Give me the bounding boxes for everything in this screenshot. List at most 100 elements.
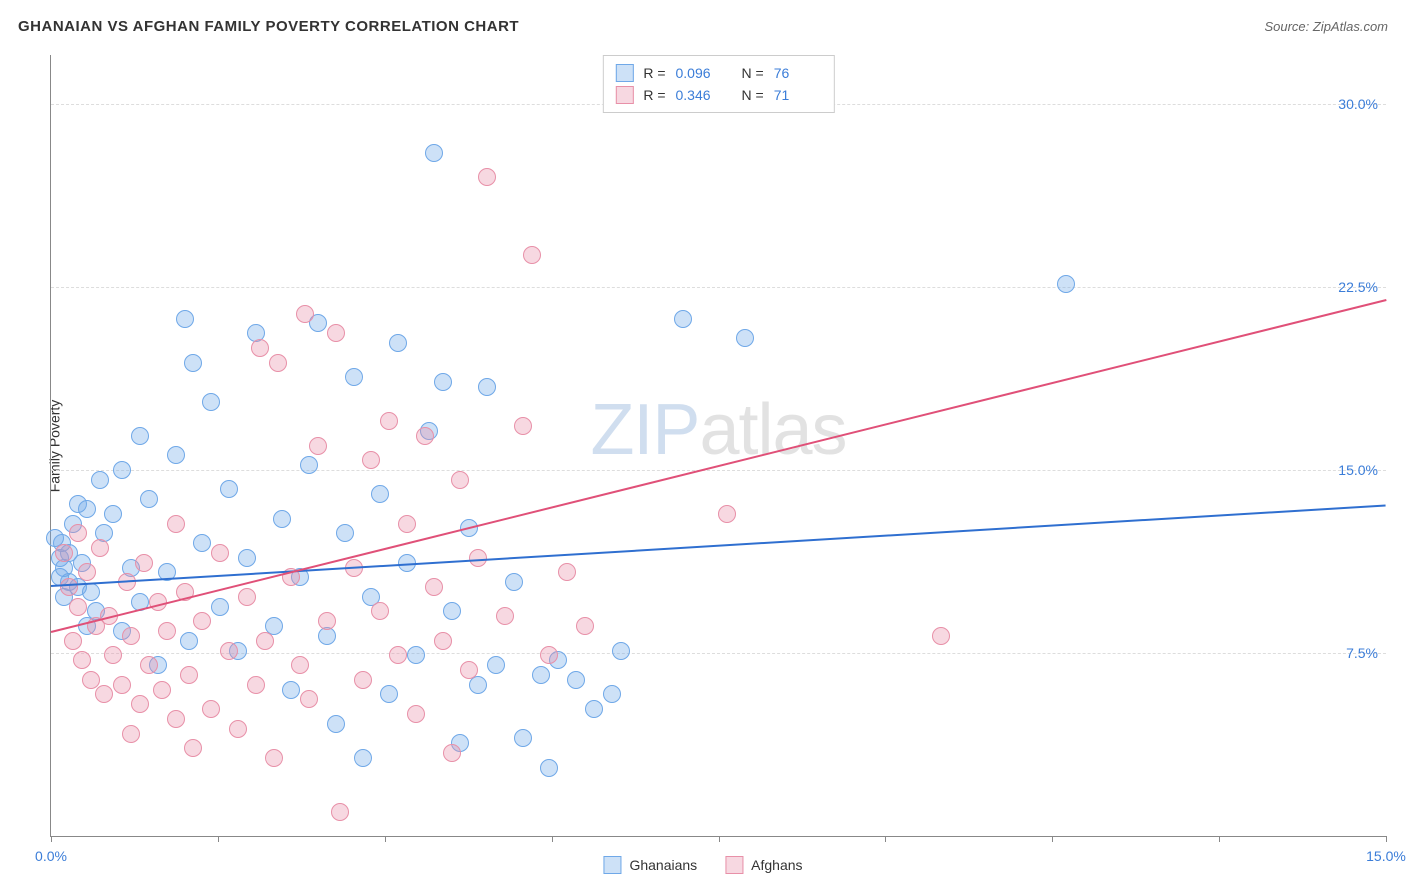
data-point [135, 554, 153, 572]
n-value: 71 [774, 87, 822, 103]
data-point [296, 305, 314, 323]
watermark: ZIPatlas [590, 389, 846, 471]
x-tick [885, 836, 886, 842]
x-tick [51, 836, 52, 842]
legend-item-ghanaians: Ghanaians [603, 856, 697, 874]
data-point [193, 534, 211, 552]
data-point [238, 588, 256, 606]
data-point [202, 700, 220, 718]
data-point [460, 661, 478, 679]
data-point [1057, 275, 1075, 293]
data-point [309, 437, 327, 455]
x-tick [552, 836, 553, 842]
data-point [389, 334, 407, 352]
data-point [69, 598, 87, 616]
y-tick-label: 7.5% [1346, 645, 1378, 661]
data-point [82, 671, 100, 689]
data-point [443, 744, 461, 762]
r-value: 0.346 [676, 87, 724, 103]
data-point [567, 671, 585, 689]
x-tick [1219, 836, 1220, 842]
chart-title: GHANAIAN VS AFGHAN FAMILY POVERTY CORREL… [18, 18, 519, 35]
x-tick [385, 836, 386, 842]
data-point [345, 368, 363, 386]
data-point [718, 505, 736, 523]
data-point [158, 622, 176, 640]
data-point [184, 739, 202, 757]
data-point [478, 378, 496, 396]
legend-label: Ghanaians [629, 857, 697, 873]
data-point [153, 681, 171, 699]
data-point [469, 549, 487, 567]
gridline [51, 653, 1386, 654]
data-point [211, 598, 229, 616]
data-point [932, 627, 950, 645]
data-point [389, 646, 407, 664]
data-point [496, 607, 514, 625]
data-point [505, 573, 523, 591]
data-point [167, 710, 185, 728]
data-point [269, 354, 287, 372]
correlation-row-ghanaians: R = 0.096 N = 76 [615, 62, 821, 84]
data-point [273, 510, 291, 528]
data-point [576, 617, 594, 635]
n-label: N = [742, 87, 764, 103]
data-point [327, 715, 345, 733]
data-point [425, 144, 443, 162]
data-point [122, 627, 140, 645]
data-point [220, 480, 238, 498]
data-point [514, 729, 532, 747]
n-value: 76 [774, 65, 822, 81]
data-point [131, 695, 149, 713]
data-point [64, 632, 82, 650]
data-point [736, 329, 754, 347]
data-point [331, 803, 349, 821]
data-point [434, 632, 452, 650]
x-tick [719, 836, 720, 842]
data-point [407, 705, 425, 723]
r-label: R = [643, 87, 665, 103]
x-tick [1386, 836, 1387, 842]
data-point [434, 373, 452, 391]
data-point [514, 417, 532, 435]
data-point [674, 310, 692, 328]
x-tick-label: 15.0% [1366, 848, 1406, 864]
data-point [91, 539, 109, 557]
data-point [291, 656, 309, 674]
watermark-part2: atlas [699, 390, 846, 470]
data-point [585, 700, 603, 718]
data-point [398, 515, 416, 533]
data-point [211, 544, 229, 562]
data-point [380, 685, 398, 703]
data-point [180, 632, 198, 650]
data-point [265, 749, 283, 767]
series-legend: Ghanaians Afghans [603, 856, 802, 874]
data-point [91, 471, 109, 489]
data-point [256, 632, 274, 650]
gridline [51, 287, 1386, 288]
data-point [443, 602, 461, 620]
x-tick [1052, 836, 1053, 842]
data-point [425, 578, 443, 596]
data-point [122, 725, 140, 743]
data-point [300, 690, 318, 708]
data-point [95, 685, 113, 703]
data-point [300, 456, 318, 474]
data-point [371, 485, 389, 503]
y-tick-label: 30.0% [1338, 96, 1378, 112]
y-tick-label: 15.0% [1338, 462, 1378, 478]
data-point [104, 505, 122, 523]
data-point [238, 549, 256, 567]
data-point [69, 524, 87, 542]
data-point [282, 681, 300, 699]
source-attribution: Source: ZipAtlas.com [1264, 19, 1388, 34]
data-point [113, 676, 131, 694]
data-point [131, 427, 149, 445]
swatch-icon [615, 86, 633, 104]
data-point [55, 544, 73, 562]
data-point [362, 451, 380, 469]
data-point [251, 339, 269, 357]
watermark-part1: ZIP [590, 390, 699, 470]
data-point [167, 515, 185, 533]
data-point [104, 646, 122, 664]
